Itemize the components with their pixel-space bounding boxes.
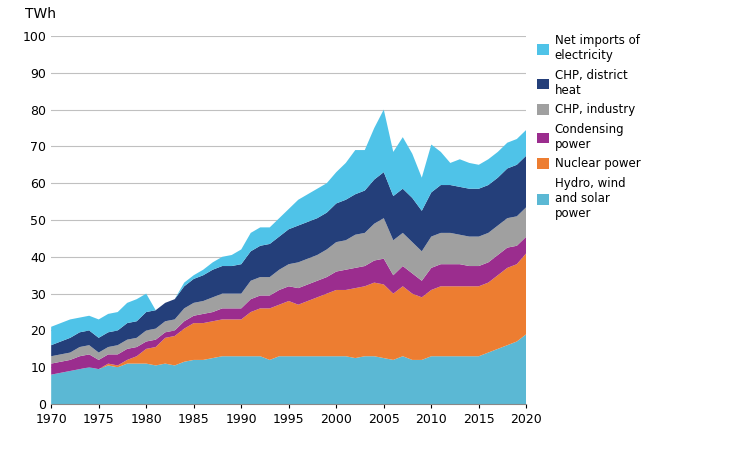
Text: TWh: TWh [25,7,56,21]
Legend: Net imports of
electricity, CHP, district
heat, CHP, industry, Condensing
power,: Net imports of electricity, CHP, distric… [537,35,640,220]
